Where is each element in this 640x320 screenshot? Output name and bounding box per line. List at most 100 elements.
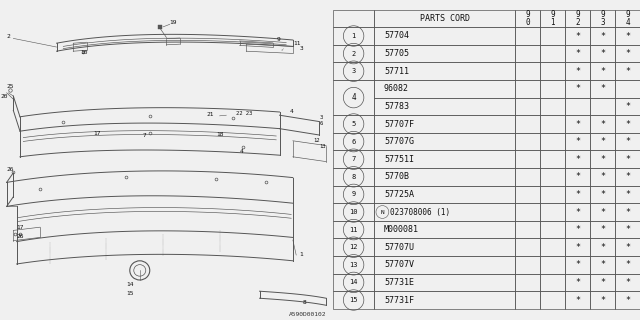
Bar [615, 238, 640, 256]
Bar [333, 62, 374, 80]
Bar [515, 27, 540, 45]
Bar [590, 238, 615, 256]
Bar [590, 291, 615, 309]
Bar [515, 80, 540, 98]
Bar [615, 256, 640, 274]
Text: 13: 13 [319, 144, 326, 149]
Text: 3: 3 [300, 46, 303, 51]
Bar [540, 203, 565, 221]
Text: *: * [600, 155, 605, 164]
Text: *: * [600, 278, 605, 287]
Bar [615, 291, 640, 309]
Text: 57711: 57711 [384, 67, 409, 76]
Bar [565, 291, 590, 309]
Text: *: * [575, 67, 580, 76]
Text: PARTS CORD: PARTS CORD [420, 14, 470, 23]
Bar [374, 238, 515, 256]
Text: A590D00102: A590D00102 [289, 312, 326, 317]
Text: 12: 12 [349, 244, 358, 250]
Bar [565, 238, 590, 256]
Text: *: * [575, 155, 580, 164]
Text: 6: 6 [319, 121, 323, 126]
Bar [515, 221, 540, 238]
Text: 17: 17 [17, 225, 24, 230]
Bar [540, 186, 565, 203]
Text: 3: 3 [351, 68, 356, 74]
Bar [333, 10, 374, 27]
Bar [374, 133, 515, 150]
Bar [374, 274, 515, 291]
Text: 2: 2 [6, 34, 10, 39]
Bar [590, 150, 615, 168]
Text: 15: 15 [349, 297, 358, 303]
Text: *: * [625, 260, 630, 269]
Bar [565, 80, 590, 98]
Text: 2: 2 [351, 51, 356, 57]
Bar [565, 256, 590, 274]
Text: *: * [625, 119, 630, 129]
Text: 57731E: 57731E [384, 278, 414, 287]
Text: *: * [600, 295, 605, 305]
Text: 3: 3 [319, 115, 323, 120]
Text: *: * [625, 207, 630, 217]
Bar [565, 98, 590, 115]
Text: 9
0: 9 0 [525, 10, 530, 27]
Bar [333, 256, 374, 274]
Bar [515, 274, 540, 291]
Text: 5: 5 [351, 121, 356, 127]
Bar [615, 221, 640, 238]
Bar [540, 291, 565, 309]
Bar [615, 98, 640, 115]
Bar [565, 168, 590, 186]
Text: 8: 8 [351, 174, 356, 180]
Text: *: * [600, 172, 605, 181]
Bar [540, 98, 565, 115]
Text: 4: 4 [289, 108, 293, 114]
Bar [615, 115, 640, 133]
Bar [374, 27, 515, 45]
Bar [515, 256, 540, 274]
Bar [565, 62, 590, 80]
Text: *: * [625, 295, 630, 305]
Bar [615, 150, 640, 168]
Text: 57707F: 57707F [384, 119, 414, 129]
Bar [374, 80, 515, 98]
Bar [333, 27, 374, 45]
Text: 1: 1 [351, 33, 356, 39]
Text: *: * [600, 190, 605, 199]
Bar [590, 115, 615, 133]
Text: *: * [575, 172, 580, 181]
Text: *: * [575, 260, 580, 269]
Bar [590, 221, 615, 238]
Bar [374, 291, 515, 309]
Text: 4: 4 [239, 148, 243, 154]
Text: *: * [625, 172, 630, 181]
Text: *: * [575, 84, 580, 93]
Text: *: * [625, 67, 630, 76]
Bar [540, 274, 565, 291]
Bar [540, 256, 565, 274]
Bar [615, 186, 640, 203]
Bar [540, 27, 565, 45]
Bar [515, 150, 540, 168]
Bar [565, 203, 590, 221]
Text: 19: 19 [170, 20, 177, 25]
Text: 4: 4 [351, 93, 356, 102]
Bar [374, 203, 515, 221]
Text: 14: 14 [127, 282, 134, 287]
Text: 6: 6 [351, 139, 356, 145]
Bar [540, 45, 565, 62]
Text: *: * [600, 243, 605, 252]
Bar [333, 291, 374, 309]
Text: *: * [575, 225, 580, 234]
Text: *: * [600, 119, 605, 129]
Text: *: * [625, 155, 630, 164]
Text: 57783: 57783 [384, 102, 409, 111]
Bar [565, 115, 590, 133]
Text: 21: 21 [206, 112, 214, 117]
Text: *: * [575, 190, 580, 199]
Text: 57707G: 57707G [384, 137, 414, 146]
Bar [565, 133, 590, 150]
Text: *: * [625, 243, 630, 252]
Text: 11: 11 [293, 41, 300, 46]
